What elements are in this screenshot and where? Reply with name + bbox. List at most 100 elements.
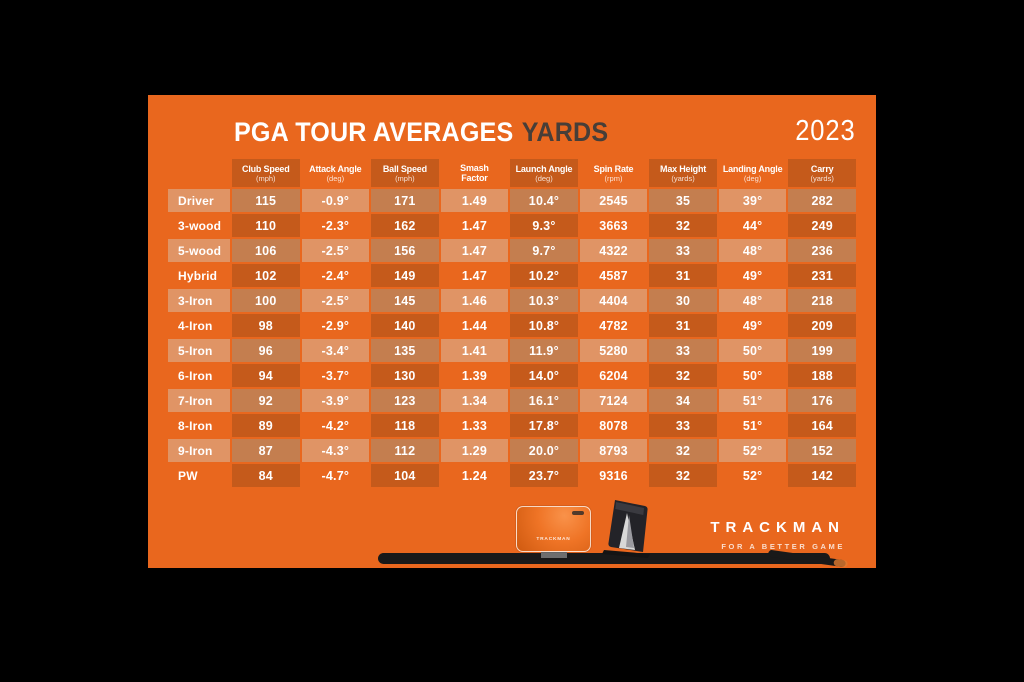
column-header: Launch Angle (deg) — [510, 159, 578, 187]
column-header: Attack Angle (deg) — [302, 159, 370, 187]
value-cell: 4782 — [599, 318, 628, 333]
value-cell: 48° — [718, 239, 787, 262]
monitor-stand-shade — [626, 515, 634, 548]
shadow-hook-glint — [833, 558, 849, 568]
value-cell: 115 — [232, 189, 300, 212]
page-title-accent: YARDS — [521, 117, 609, 147]
column-header: Club Speed (mph) — [232, 159, 300, 187]
trackman-tagline: FOR A BETTER GAME — [721, 542, 845, 551]
value-cell: 9.7° — [510, 239, 578, 262]
device-brand-label: TRACKMAN — [536, 536, 571, 542]
value-cell: 9316 — [599, 468, 628, 483]
value-cell: 16.1° — [510, 389, 578, 412]
value-cell: 51° — [742, 418, 763, 433]
value-cell: 4322 — [579, 239, 648, 262]
value-cell: 1.33 — [461, 418, 487, 433]
column-header-label: Max Height — [660, 163, 707, 174]
table-row: 3-Iron 100 -2.5° 145 1.46 10.3° 4404 30 48° 218 — [168, 289, 856, 312]
device-shadow-bar — [378, 553, 830, 564]
value-cell: 10.4° — [510, 189, 578, 212]
value-cell: 17.8° — [510, 414, 578, 437]
value-cell: 1.47 — [461, 268, 487, 283]
column-header-unit: (rpm) — [604, 173, 623, 183]
launch-monitor-device: TRACKMAN — [516, 506, 591, 552]
display-monitor — [602, 500, 650, 558]
value-cell: 209 — [788, 314, 856, 337]
value-cell: 110 — [232, 214, 300, 237]
value-cell: 50° — [718, 339, 787, 362]
column-header-unit: (yards) — [671, 173, 695, 183]
value-cell: 1.49 — [440, 189, 509, 212]
value-cell: 89 — [232, 414, 300, 437]
table-row: 3-wood 110 -2.3° 162 1.47 9.3° 3663 32 44° 249 — [168, 214, 856, 237]
value-cell: 10.3° — [510, 289, 578, 312]
club-name-cell: 8-Iron — [178, 418, 213, 433]
table-row: 6-Iron 94 -3.7° 130 1.39 14.0° 6204 32 50° 188 — [168, 364, 856, 387]
value-cell: -0.9° — [301, 189, 370, 212]
value-cell: 2545 — [579, 189, 648, 212]
club-name-cell: 9-Iron — [168, 439, 230, 462]
club-name-cell: 7-Iron — [168, 389, 230, 412]
value-cell: 1.39 — [461, 368, 487, 383]
value-cell: 7124 — [579, 389, 648, 412]
value-cell: 87 — [232, 439, 300, 462]
value-cell: 20.0° — [510, 439, 578, 462]
value-cell: 135 — [371, 339, 439, 362]
value-cell: 123 — [371, 389, 439, 412]
page-title: PGA TOUR AVERAGES YARDS — [234, 117, 608, 148]
value-cell: 34 — [649, 389, 717, 412]
table-row: 4-Iron 98 -2.9° 140 1.44 10.8° 4782 31 49° 209 — [168, 314, 856, 337]
value-cell: 102 — [232, 264, 300, 287]
value-cell: 152 — [788, 439, 856, 462]
column-header-unit: (deg) — [326, 173, 345, 183]
value-cell: 9.3° — [510, 214, 578, 237]
value-cell: 249 — [788, 214, 856, 237]
table-row: 5-Iron 96 -3.4° 135 1.41 11.9° 5280 33 50° 199 — [168, 339, 856, 362]
table-row: 7-Iron 92 -3.9° 123 1.34 16.1° 7124 34 51° 176 — [168, 389, 856, 412]
value-cell: 104 — [371, 464, 439, 487]
value-cell: 44° — [742, 218, 763, 233]
value-cell: 4404 — [579, 289, 648, 312]
value-cell: 3663 — [599, 218, 628, 233]
value-cell: 50° — [742, 368, 763, 383]
club-name-cell: 6-Iron — [178, 368, 213, 383]
trackman-wordmark: TRACKMAN — [710, 519, 845, 536]
value-cell: 118 — [371, 414, 439, 437]
poster-card: PGA TOUR AVERAGES YARDS 2023 Club Speed (m… — [148, 95, 876, 568]
value-cell: 33 — [649, 239, 717, 262]
value-cell: 32 — [649, 214, 717, 237]
value-cell: -2.5° — [301, 239, 370, 262]
value-cell: 149 — [371, 264, 439, 287]
value-cell: 164 — [788, 414, 856, 437]
value-cell: 49° — [742, 268, 763, 283]
value-cell: 4587 — [599, 268, 628, 283]
value-cell: 199 — [788, 339, 856, 362]
value-cell: 96 — [232, 339, 300, 362]
value-cell: 49° — [742, 318, 763, 333]
value-cell: -3.7° — [321, 368, 350, 383]
value-cell: 106 — [232, 239, 300, 262]
device-lens-chip — [572, 511, 584, 515]
value-cell: 142 — [788, 464, 856, 487]
monitor-top-shade — [615, 502, 644, 515]
column-header-label: Spin Rate — [593, 163, 634, 174]
value-cell: 140 — [371, 314, 439, 337]
value-cell: 84 — [232, 464, 300, 487]
averages-table: Club Speed (mph) Attack Angle (deg) Ball Spe… — [166, 157, 858, 489]
value-cell: 10.8° — [510, 314, 578, 337]
column-header-unit: (mph) — [255, 173, 276, 183]
value-cell: -2.4° — [321, 268, 350, 283]
value-cell: 31 — [649, 314, 717, 337]
column-header: Landing Angle (deg) — [719, 159, 787, 187]
value-cell: 33 — [649, 414, 717, 437]
value-cell: 162 — [371, 214, 439, 237]
value-cell: 31 — [649, 264, 717, 287]
value-cell: 282 — [788, 189, 856, 212]
column-header-label: Carry — [810, 163, 834, 174]
table-row: 8-Iron 89 -4.2° 118 1.33 17.8° 8078 33 51° 164 — [168, 414, 856, 437]
column-header-label: Attack Angle — [309, 163, 362, 174]
value-cell: 5280 — [579, 339, 648, 362]
table-row: 9-Iron 87 -4.3° 112 1.29 20.0° 8793 32 52° 152 — [168, 439, 856, 462]
club-name-cell: 5-wood — [168, 239, 230, 262]
value-cell: 171 — [371, 189, 439, 212]
